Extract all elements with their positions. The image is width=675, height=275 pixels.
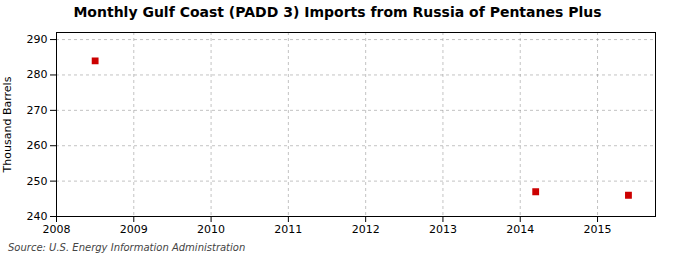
svg-text:2009: 2009 [120, 223, 148, 236]
svg-text:2011: 2011 [274, 223, 302, 236]
svg-text:2013: 2013 [429, 223, 457, 236]
svg-text:280: 280 [27, 68, 48, 81]
svg-text:250: 250 [27, 175, 48, 188]
svg-text:2012: 2012 [352, 223, 380, 236]
svg-text:2015: 2015 [584, 223, 612, 236]
html-text:Source: U.S. Energy Informatio: Source: U.S. Energy Information Administ… [8, 242, 246, 253]
svg-text:240: 240 [27, 210, 48, 223]
svg-text:260: 260 [27, 139, 48, 152]
svg-text:2014: 2014 [506, 223, 534, 236]
svg-text:Thousand Barrels: Thousand Barrels [1, 76, 14, 173]
svg-text:2010: 2010 [197, 223, 225, 236]
svg-text:290: 290 [27, 33, 48, 46]
html-text:Monthly Gulf Coast (PADD 3) Im: Monthly Gulf Coast (PADD 3) Imports from… [73, 4, 602, 20]
svg-text:2008: 2008 [43, 223, 71, 236]
svg-text:270: 270 [27, 104, 48, 117]
